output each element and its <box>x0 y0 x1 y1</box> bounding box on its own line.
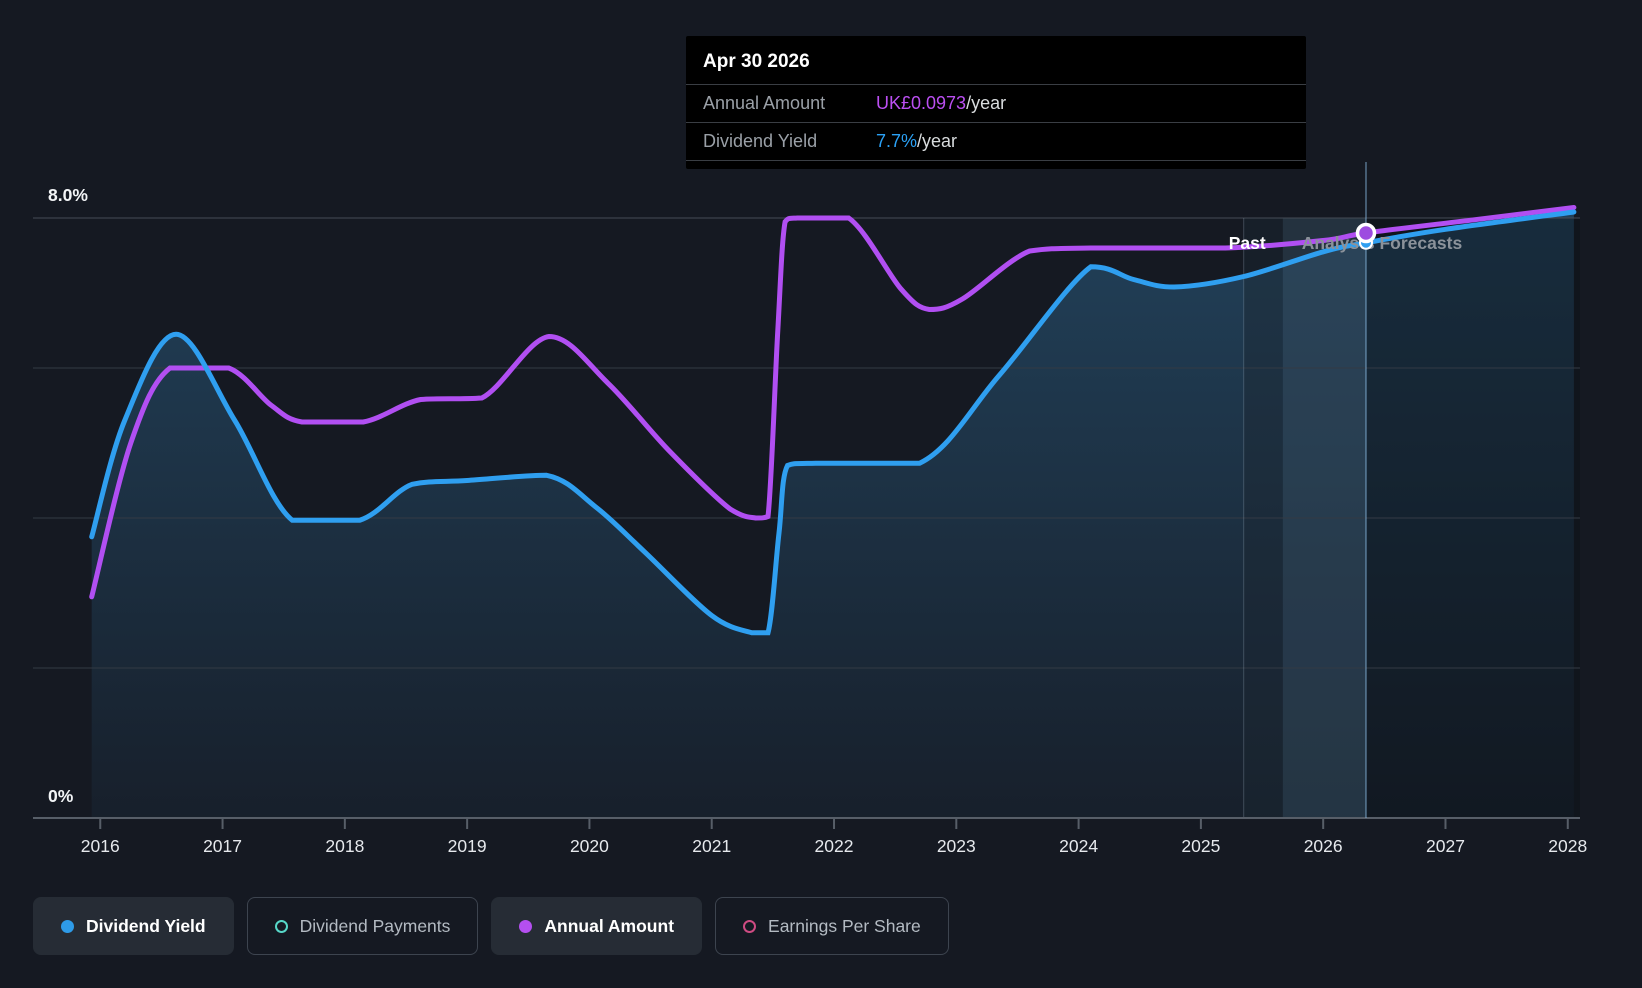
x-axis-label-2017: 2017 <box>203 836 242 856</box>
tooltip-annual-amount-value: UK£0.0973 <box>876 93 967 113</box>
x-axis-label-2023: 2023 <box>937 836 976 856</box>
legend-button-label: Dividend Payments <box>299 915 451 936</box>
filled-series-dot-icon <box>61 919 74 933</box>
dividend-yield-area-fill <box>91 212 1574 818</box>
tooltip-suffix: /year <box>917 131 958 151</box>
dividend-yield-line <box>89 209 1577 636</box>
y-axis-label-bottom: 0% <box>48 786 74 806</box>
hollow-series-dot-icon <box>274 919 288 933</box>
tooltip-date: Apr 30 2026 <box>703 51 810 72</box>
annual-amount-line <box>89 205 1577 600</box>
x-axis-label-2019: 2019 <box>448 836 487 856</box>
x-axis-label-2028: 2028 <box>1548 836 1587 856</box>
legend-button-label: Earnings Per Share <box>768 915 921 936</box>
tooltip-row-dividend-yield: Dividend Yield 7.7%/year <box>686 122 1306 161</box>
past-label: Past <box>1229 233 1266 253</box>
legend-button-earnings-per-share[interactable]: Earnings Per Share <box>715 897 949 955</box>
x-axis-label-2020: 2020 <box>570 836 609 856</box>
y-axis-label-top: 8.0% <box>48 185 88 205</box>
dividend-history-chart[interactable]: 2016 2017 2018 2019 2020 2021 2022 2023 2024 2025… <box>0 0 1642 872</box>
x-axis-label-2018: 2018 <box>325 836 364 856</box>
legend-button-dividend-payments[interactable]: Dividend Payments <box>246 897 479 955</box>
x-axis-label-2026: 2026 <box>1304 836 1343 856</box>
x-axis-label-2024: 2024 <box>1059 836 1098 856</box>
analysts-forecasts-label: Analysts Forecasts <box>1302 233 1463 253</box>
x-axis-label-2016: 2016 <box>81 836 120 856</box>
legend-button-label: Annual Amount <box>544 915 675 936</box>
legend-button-label: Dividend Yield <box>86 915 206 936</box>
x-axis-label-2021: 2021 <box>692 836 731 856</box>
x-axis-label-2025: 2025 <box>1181 836 1220 856</box>
x-axis-label-2022: 2022 <box>815 836 854 856</box>
filled-series-dot-icon <box>519 919 533 933</box>
tooltip-suffix: /year <box>966 93 1007 113</box>
legend-button-annual-amount[interactable]: Annual Amount <box>491 897 703 955</box>
annual-amount-marker <box>1355 222 1377 244</box>
legend-button-dividend-yield[interactable]: Dividend Yield <box>33 897 234 955</box>
tooltip-dividend-yield-value: 7.7% <box>876 131 918 151</box>
hollow-series-dot-icon <box>743 919 757 933</box>
tooltip-label: Dividend Yield <box>703 131 818 151</box>
chart-legend: Dividend Yield Dividend Payments Annual Am… <box>33 897 949 955</box>
tooltip-label: Annual Amount <box>703 93 826 113</box>
chart-tooltip: Apr 30 2026 Annual Amount UK£0.0973/year… <box>686 36 1306 169</box>
tooltip-row-annual-amount: Annual Amount UK£0.0973/year <box>686 84 1306 122</box>
x-axis-label-2027: 2027 <box>1426 836 1465 856</box>
